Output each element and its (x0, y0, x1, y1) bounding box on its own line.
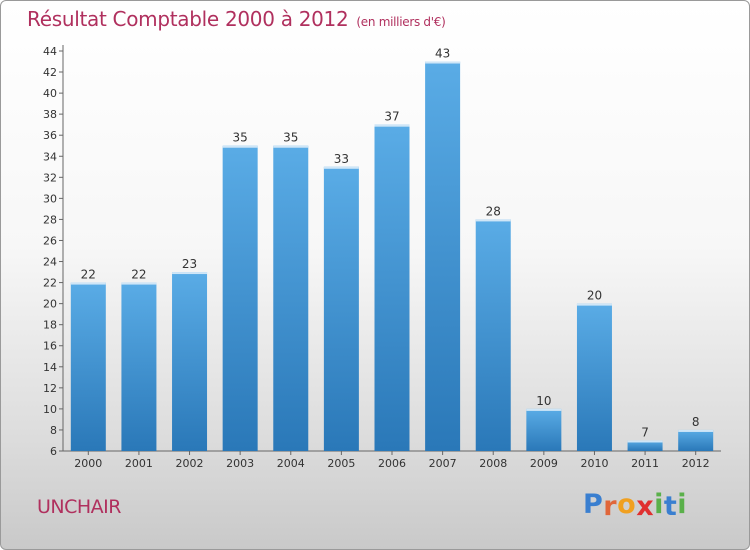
data-labels: 22 22 23 35 35 33 37 43 28 10 20 7 8 (81, 47, 700, 440)
bar-highlight (425, 61, 461, 64)
y-tick-label: 38 (43, 108, 57, 121)
x-tick-label: 2011 (631, 457, 659, 470)
bar (273, 145, 309, 451)
data-label: 23 (182, 257, 197, 271)
bar (576, 303, 612, 451)
chart-subtitle: (en milliers d'€) (356, 15, 446, 29)
bar-highlight (374, 124, 410, 127)
y-tick-label: 28 (43, 213, 57, 226)
bar (425, 61, 461, 452)
bar-highlight (70, 282, 106, 285)
bar-highlight (475, 219, 511, 222)
bar-highlight (222, 145, 258, 148)
bar (172, 272, 208, 451)
logo-letter: x (636, 491, 655, 522)
logo-letter: t (663, 491, 678, 522)
bar (323, 166, 359, 451)
data-label: 33 (334, 152, 349, 166)
data-label: 35 (283, 131, 298, 145)
y-tick-label: 40 (43, 87, 57, 100)
y-tick-label: 18 (43, 319, 57, 332)
bar-highlight (323, 166, 359, 169)
data-label: 10 (536, 394, 551, 408)
data-label: 35 (233, 131, 248, 145)
data-label: 22 (81, 268, 96, 282)
bar (475, 219, 511, 451)
bar-highlight (273, 145, 309, 148)
y-tick-label: 6 (50, 445, 57, 458)
y-tick-label: 32 (43, 171, 57, 184)
x-tick-label: 2007 (429, 457, 457, 470)
bar-highlight (576, 303, 612, 306)
axes: 6 8 10 12 14 16 18 20 22 24 26 28 30 32 34 36 38 40 42 44 20… (43, 45, 721, 470)
chart-title-text: Résultat Comptable 2000 à 2012 (27, 7, 349, 31)
place-name: UNCHAIR (37, 496, 121, 518)
chart-title: Résultat Comptable 2000 à 2012 (en millie… (27, 7, 446, 31)
x-tick-label: 2010 (580, 457, 608, 470)
bar (374, 124, 410, 452)
logo-letter: P (583, 489, 604, 520)
bar (526, 408, 562, 451)
bar-highlight (172, 272, 208, 275)
data-label: 7 (641, 425, 649, 439)
y-tick-label: 36 (43, 129, 57, 142)
logo-letter: o (617, 489, 637, 520)
y-tick-label: 16 (43, 340, 57, 353)
logo-letter: r (603, 491, 618, 522)
x-tick-label: 2000 (74, 457, 102, 470)
bar (70, 282, 106, 451)
x-tick-label: 2009 (530, 457, 558, 470)
bar (121, 282, 157, 451)
data-label: 37 (384, 110, 399, 124)
bar (678, 429, 714, 451)
y-tick-label: 22 (43, 277, 57, 290)
x-tick-label: 2005 (327, 457, 355, 470)
y-tick-label: 12 (43, 382, 57, 395)
y-tick-label: 8 (50, 424, 57, 437)
x-tick-label: 2002 (176, 457, 204, 470)
y-tick-label: 26 (43, 234, 57, 247)
proxiti-logo: Proxiti (583, 489, 688, 522)
x-tick-label: 2001 (125, 457, 153, 470)
data-label: 28 (486, 204, 501, 218)
y-tick-label: 20 (43, 298, 57, 311)
data-label: 20 (587, 289, 602, 303)
logo-letter: i (677, 489, 688, 520)
data-label: 8 (692, 415, 700, 429)
bar (222, 145, 258, 451)
x-tick-label: 2012 (682, 457, 710, 470)
x-tick-label: 2008 (479, 457, 507, 470)
data-label: 43 (435, 47, 450, 61)
y-tick-label: 30 (43, 192, 57, 205)
y-tick-label: 44 (43, 45, 57, 58)
x-tick-label: 2006 (378, 457, 406, 470)
x-tick-label: 2004 (277, 457, 305, 470)
bar-highlight (121, 282, 157, 285)
y-tick-label: 42 (43, 66, 57, 79)
bars (70, 61, 714, 452)
y-tick-label: 10 (43, 403, 57, 416)
bar-highlight (678, 429, 714, 432)
y-tick-label: 34 (43, 150, 57, 163)
bar-highlight (526, 408, 562, 411)
data-label: 22 (131, 268, 146, 282)
y-tick-label: 14 (43, 361, 57, 374)
bar-highlight (627, 440, 663, 443)
y-tick-label: 24 (43, 256, 57, 269)
bar (627, 440, 663, 451)
logo-letter: i (654, 489, 664, 520)
x-tick-label: 2003 (226, 457, 254, 470)
